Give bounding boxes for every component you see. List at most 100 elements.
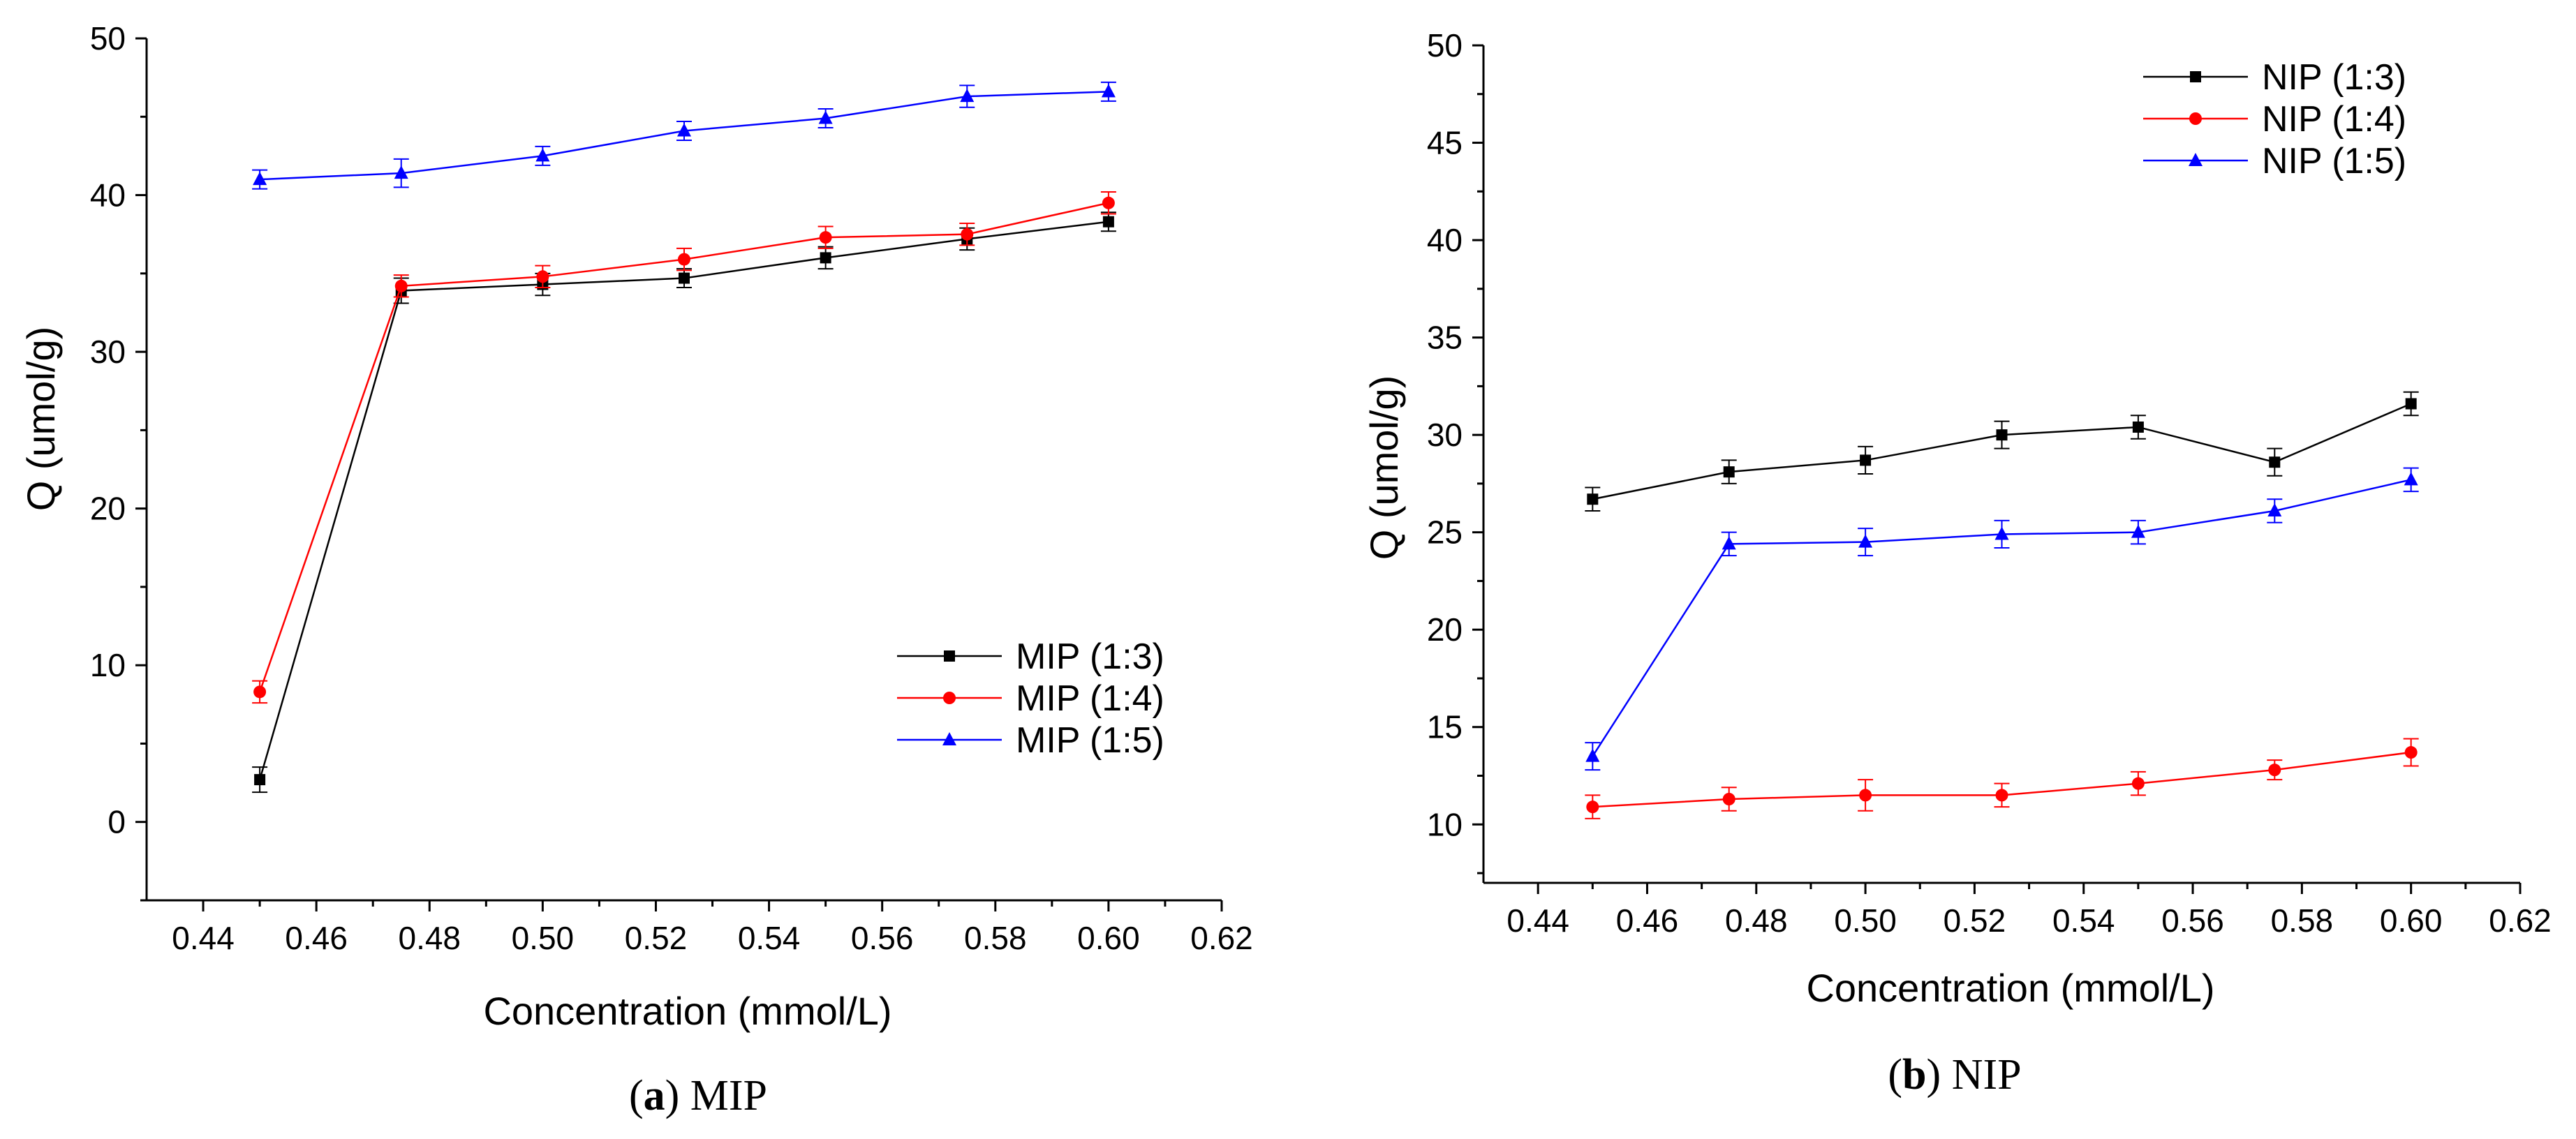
legend-label: NIP (1:5) bbox=[2262, 141, 2406, 181]
data-point bbox=[2269, 456, 2281, 468]
y-tick-label: 50 bbox=[90, 20, 126, 57]
y-tick-label: 20 bbox=[90, 491, 126, 527]
y-tick-label: 30 bbox=[1427, 417, 1463, 453]
data-point bbox=[1102, 216, 1114, 228]
data-point bbox=[1585, 748, 1600, 762]
panel-b-x-axis-title: Concentration (mmol/L) bbox=[1806, 966, 2214, 1010]
data-point bbox=[394, 165, 408, 179]
x-tick-label: 0.60 bbox=[1077, 920, 1140, 956]
data-point bbox=[677, 123, 691, 137]
data-point bbox=[1101, 84, 1116, 98]
data-point bbox=[679, 272, 690, 284]
panel-a-caption: (a) MIP bbox=[629, 1072, 767, 1119]
panel-a-caption-text: MIP bbox=[690, 1072, 767, 1119]
y-tick-label: 15 bbox=[1427, 709, 1463, 745]
panel-a-y-axis-title: Q (umol/g) bbox=[19, 327, 63, 512]
series-line bbox=[1592, 403, 2412, 500]
x-tick-label: 0.62 bbox=[2489, 902, 2552, 939]
legend-label: MIP (1:3) bbox=[1016, 636, 1164, 677]
data-point bbox=[1996, 429, 2008, 441]
data-point bbox=[535, 148, 550, 162]
panel-b-y-axis-title: Q (umol/g) bbox=[1362, 375, 1406, 560]
legend-label: MIP (1:4) bbox=[1016, 678, 1164, 719]
panel-b-caption-label: b bbox=[1902, 1051, 1926, 1099]
x-tick-label: 0.50 bbox=[512, 920, 575, 956]
x-tick-label: 0.60 bbox=[2380, 902, 2443, 939]
x-tick-label: 0.52 bbox=[625, 920, 688, 956]
x-tick-label: 0.52 bbox=[1944, 902, 2006, 939]
data-point bbox=[1858, 534, 1873, 548]
y-tick-label: 35 bbox=[1427, 320, 1463, 356]
y-tick-label: 40 bbox=[90, 177, 126, 214]
data-point bbox=[2405, 398, 2417, 410]
x-tick-label: 0.56 bbox=[851, 920, 914, 956]
y-tick-label: 0 bbox=[108, 804, 126, 840]
data-point bbox=[960, 89, 975, 103]
data-point bbox=[394, 279, 408, 292]
data-point bbox=[1587, 493, 1599, 505]
data-point bbox=[2131, 777, 2145, 790]
data-point bbox=[253, 172, 267, 186]
legend-marker bbox=[943, 692, 956, 704]
x-tick-label: 0.44 bbox=[1507, 902, 1569, 939]
x-tick-label: 0.58 bbox=[2271, 902, 2334, 939]
x-tick-label: 0.46 bbox=[285, 920, 348, 956]
legend-marker bbox=[2189, 112, 2202, 125]
data-point bbox=[819, 231, 832, 244]
data-point bbox=[2132, 421, 2144, 433]
panel-b-plot-area: 0.44 0.46 0.48 0.50 0.52 0.54 0.56 0.58 0.60 0.62… bbox=[1427, 27, 2552, 939]
y-tick-label: 50 bbox=[1427, 27, 1463, 64]
panel-b-nip: 0.44 0.46 0.48 0.50 0.52 0.54 0.56 0.58 0.60 0.62… bbox=[1362, 27, 2552, 1099]
series-line bbox=[258, 221, 1109, 780]
legend-label: NIP (1:4) bbox=[2262, 99, 2406, 140]
panel-b-caption-text: NIP bbox=[1952, 1051, 2022, 1099]
x-tick-label: 0.56 bbox=[2161, 902, 2224, 939]
y-tick-label: 25 bbox=[1427, 514, 1463, 551]
data-point bbox=[1723, 466, 1735, 478]
legend-label: MIP (1:5) bbox=[1016, 720, 1164, 761]
data-point bbox=[1722, 793, 1735, 805]
data-point bbox=[961, 228, 974, 241]
data-point bbox=[254, 774, 266, 786]
y-tick-label: 10 bbox=[1427, 806, 1463, 842]
legend-marker bbox=[2189, 153, 2203, 166]
y-tick-label: 30 bbox=[90, 334, 126, 370]
y-tick-label: 40 bbox=[1427, 222, 1463, 258]
x-tick-label: 0.48 bbox=[398, 920, 461, 956]
data-point bbox=[253, 685, 267, 699]
data-point bbox=[1586, 801, 1599, 814]
data-point bbox=[2268, 764, 2281, 777]
panel-b-caption: (b) NIP bbox=[1888, 1051, 2021, 1099]
y-tick-label: 45 bbox=[1427, 125, 1463, 161]
data-point bbox=[1995, 789, 2008, 802]
data-point bbox=[1860, 454, 1872, 466]
x-tick-label: 0.54 bbox=[738, 920, 801, 956]
legend-marker bbox=[944, 650, 955, 662]
y-tick-label: 10 bbox=[90, 647, 126, 683]
data-point bbox=[1722, 536, 1736, 550]
data-point bbox=[2404, 746, 2418, 759]
data-point bbox=[2267, 502, 2282, 516]
panel-a-legend: MIP (1:3)MIP (1:4)MIP (1:5) bbox=[897, 636, 1164, 761]
x-tick-label: 0.44 bbox=[172, 920, 235, 956]
data-point bbox=[678, 253, 690, 266]
data-point bbox=[820, 252, 831, 264]
data-point bbox=[1994, 526, 2009, 540]
data-point bbox=[2404, 472, 2418, 486]
panel-a-plot-area: 0.44 0.46 0.48 0.50 0.52 0.54 0.56 0.58 0.60 0.62… bbox=[90, 20, 1253, 956]
x-tick-label: 0.50 bbox=[1834, 902, 1897, 939]
data-point bbox=[818, 110, 833, 124]
legend-label: NIP (1:3) bbox=[2262, 57, 2406, 98]
panel-a-mip: 0.44 0.46 0.48 0.50 0.52 0.54 0.56 0.58 0.60 0.62… bbox=[19, 20, 1253, 1119]
legend-marker bbox=[942, 732, 956, 745]
data-point bbox=[2131, 524, 2145, 538]
x-tick-label: 0.46 bbox=[1616, 902, 1679, 939]
legend-marker bbox=[2190, 71, 2201, 82]
data-point bbox=[1102, 196, 1115, 209]
x-tick-label: 0.62 bbox=[1190, 920, 1253, 956]
x-tick-label: 0.58 bbox=[964, 920, 1027, 956]
x-tick-label: 0.54 bbox=[2052, 902, 2115, 939]
x-tick-label: 0.48 bbox=[1725, 902, 1788, 939]
panel-a-x-axis-title: Concentration (mmol/L) bbox=[483, 989, 891, 1033]
